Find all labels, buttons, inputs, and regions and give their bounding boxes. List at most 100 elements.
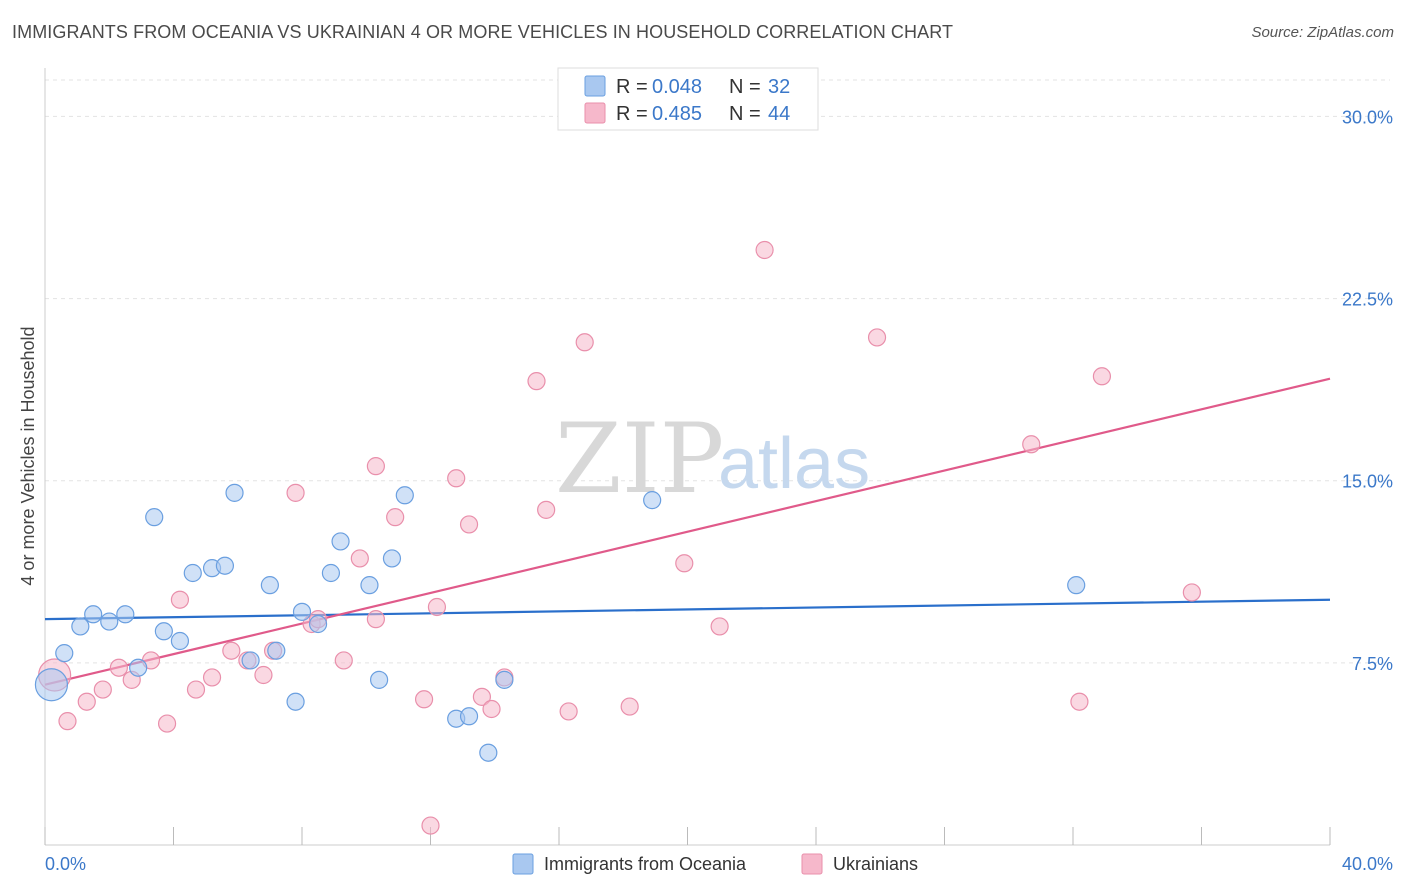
legend-r-value-0: 0.048: [652, 76, 702, 98]
data-point: [675, 554, 694, 573]
source-credit: Source: ZipAtlas.com: [1251, 24, 1394, 41]
data-point: [459, 707, 479, 726]
legend-swatch-ukrainians: [584, 102, 606, 124]
data-point: [495, 670, 514, 689]
y-tick-label: 15.0%: [1342, 472, 1393, 492]
data-point: [479, 743, 498, 762]
axes: [44, 68, 1331, 846]
y-tick-labels: 7.5% 15.0% 22.5% 30.0%: [1342, 107, 1393, 673]
data-point: [1022, 435, 1041, 454]
data-point: [370, 670, 389, 689]
data-point: [77, 692, 96, 711]
legend-r-label-1: R =: [616, 103, 648, 125]
data-point: [414, 690, 434, 709]
data-point: [421, 816, 440, 835]
chart-title: IMMIGRANTS FROM OCEANIA VS UKRAINIAN 4 O…: [12, 22, 954, 42]
data-point: [202, 668, 222, 687]
trend-line-0: [44, 598, 1331, 621]
data-point: [459, 515, 479, 534]
data-point: [472, 687, 491, 706]
data-point: [386, 508, 405, 527]
data-point: [527, 372, 546, 391]
data-point: [447, 469, 466, 488]
watermark-atlas: atlas: [718, 424, 870, 504]
data-point: [1067, 576, 1086, 595]
y-tick-label: 30.0%: [1342, 107, 1393, 127]
legend-r-label-0: R =: [616, 76, 648, 98]
watermark-zip: ZIP: [555, 403, 724, 515]
data-point: [427, 597, 447, 617]
grid-lines: [45, 79, 1390, 664]
data-point: [366, 610, 385, 629]
data-point: [129, 658, 148, 677]
data-point: [58, 712, 77, 731]
data-point: [710, 617, 729, 636]
x-tick-label-min: 0.0%: [45, 854, 86, 874]
data-point: [93, 680, 112, 699]
y-axis-label: 4 or more Vehicles in Household: [18, 326, 38, 585]
data-point: [225, 483, 244, 502]
data-point: [620, 697, 639, 716]
data-point: [186, 680, 206, 699]
data-point: [643, 491, 662, 510]
data-point: [116, 605, 135, 624]
data-point: [350, 549, 369, 568]
data-point: [267, 641, 286, 660]
data-point: [100, 612, 119, 631]
trend-line-1: [44, 377, 1331, 686]
data-point: [559, 702, 578, 721]
stats-legend: R = 0.048 N = 32 R = 0.485 N = 44: [557, 67, 819, 131]
series-legend-swatch-oceania: [512, 853, 534, 875]
legend-n-value-1: 44: [768, 103, 790, 125]
data-point: [1182, 583, 1201, 602]
data-point: [286, 692, 305, 711]
data-point: [575, 333, 594, 352]
data-point: [71, 617, 90, 636]
data-point: [1092, 367, 1112, 386]
data-points: [34, 240, 1201, 835]
data-point: [867, 328, 887, 347]
y-tick-label: 7.5%: [1352, 654, 1393, 674]
data-point: [482, 699, 501, 719]
series-legend: Immigrants from Oceania Ukrainians: [512, 853, 918, 875]
data-point: [292, 602, 312, 621]
data-point: [1070, 692, 1089, 711]
data-point: [321, 563, 341, 583]
data-point: [286, 483, 305, 502]
series-legend-label-ukrainians: Ukrainians: [833, 854, 918, 874]
data-point: [55, 644, 74, 663]
x-tick-label-max: 40.0%: [1342, 854, 1393, 874]
data-point: [170, 631, 190, 651]
data-point: [395, 486, 414, 505]
data-point: [222, 641, 241, 660]
data-point: [308, 614, 328, 634]
legend-n-label-0: N =: [729, 76, 761, 98]
data-point: [366, 457, 385, 476]
data-point: [84, 605, 103, 624]
data-point: [260, 576, 279, 595]
series-legend-swatch-ukrainians: [801, 853, 823, 875]
legend-n-value-0: 32: [768, 76, 790, 98]
legend-swatch-oceania: [584, 75, 606, 97]
data-point: [755, 240, 774, 260]
data-point: [109, 658, 128, 677]
data-point: [157, 714, 177, 733]
trend-lines: [44, 377, 1331, 686]
data-point: [183, 563, 202, 583]
series-legend-label-oceania: Immigrants from Oceania: [544, 854, 747, 874]
data-point: [360, 576, 379, 595]
data-point: [254, 665, 273, 685]
data-point: [331, 532, 350, 551]
data-point: [334, 651, 353, 670]
y-tick-label: 22.5%: [1342, 290, 1393, 310]
data-point: [170, 590, 190, 609]
data-point: [537, 500, 556, 519]
data-point: [154, 622, 173, 641]
data-point: [145, 508, 164, 527]
data-point: [382, 549, 402, 568]
data-point: [215, 556, 234, 575]
data-point: [34, 668, 69, 702]
legend-n-label-1: N =: [729, 103, 761, 125]
legend-r-value-1: 0.485: [652, 103, 702, 125]
